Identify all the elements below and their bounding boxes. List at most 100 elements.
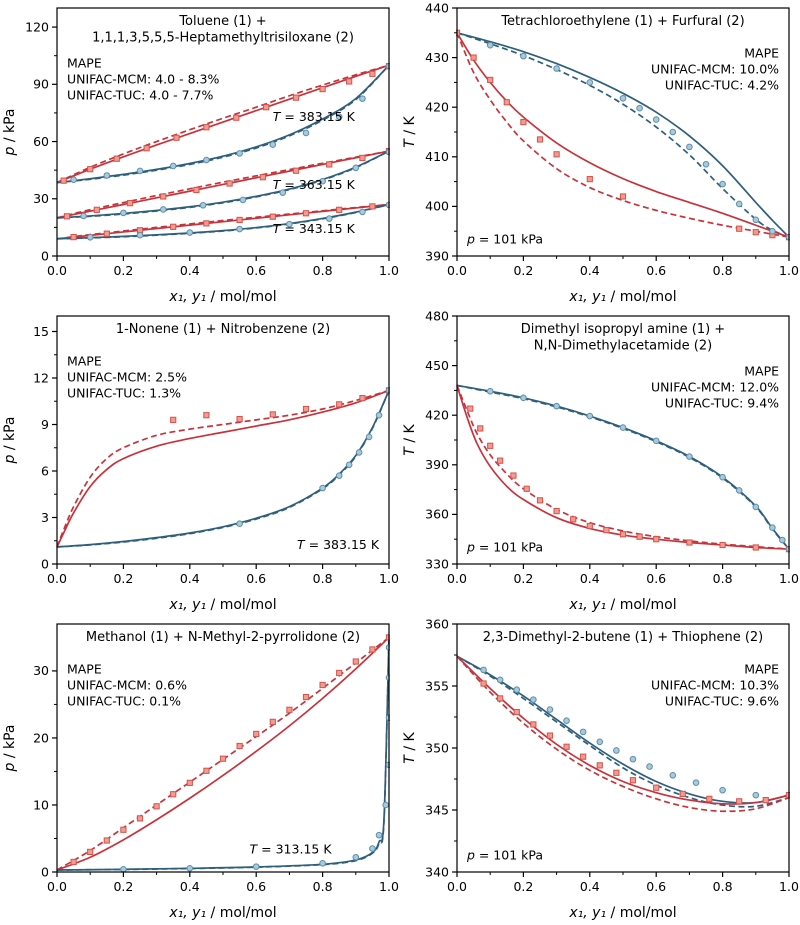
annotation-text: UNIFAC-MCM: 4.0 - 8.3% bbox=[67, 72, 219, 87]
y-tick-label: 12 bbox=[33, 370, 49, 385]
chart-panel-tetrachloroethylene-furfural: 0.0 0.2 0.4 0.6 0.8 1.0 390 400 410 420 430 440 x₁, … bbox=[400, 0, 800, 308]
y-tick-label: 345 bbox=[425, 802, 449, 817]
y-axis-label: T / K bbox=[402, 732, 418, 764]
y-tick-label: 330 bbox=[425, 556, 449, 571]
y-axis-label: p / kPa bbox=[2, 724, 18, 772]
chart-canvas: 0.0 0.2 0.4 0.6 0.8 1.0 340 345 350 355 360 x₁, y₁ … bbox=[402, 616, 799, 921]
axis-ticks: 0.0 0.2 0.4 0.6 0.8 1.0 0 3 6 9 12 15 bbox=[33, 324, 399, 586]
y-tick-label: 10 bbox=[33, 797, 49, 812]
chart-panel-dmipa-dma: 0.0 0.2 0.4 0.6 0.8 1.0 330 360 390 420 450 480 x₁, … bbox=[400, 308, 800, 616]
annotation-text: UNIFAC-MCM: 2.5% bbox=[67, 370, 187, 385]
annotation-text: UNIFAC-MCM: 10.0% bbox=[651, 62, 779, 77]
x-tick-label: 0.2 bbox=[513, 263, 533, 278]
axis-ticks: 0.0 0.2 0.4 0.6 0.8 1.0 0 10 20 30 bbox=[33, 663, 399, 894]
series-line-tuc-bubble bbox=[56, 636, 390, 871]
x-tick-label: 0.6 bbox=[646, 263, 666, 278]
x-tick-label: 0.2 bbox=[513, 879, 533, 894]
annotation-text: T = 363.15 K bbox=[273, 177, 356, 192]
series-line-mcm-bubble bbox=[56, 389, 390, 548]
annotation-text: p = 101 kPa bbox=[466, 540, 543, 555]
annotation-text: T = 383.15 K bbox=[273, 109, 356, 124]
x-tick-label: 0.8 bbox=[713, 571, 733, 586]
chart-panel-toluene-hmts: 0.0 0.2 0.4 0.6 0.8 1.0 0 30 60 90 120 x₁, y₁ / mol… bbox=[0, 0, 400, 308]
y-tick-label: 390 bbox=[425, 248, 449, 263]
x-tick-label: 1.0 bbox=[779, 263, 799, 278]
y-tick-label: 6 bbox=[41, 463, 49, 478]
x-tick-label: 0.4 bbox=[180, 571, 200, 586]
series-line-tuc-dew bbox=[56, 390, 390, 548]
plot-area bbox=[456, 655, 790, 813]
annotation-text: UNIFAC-MCM: 12.0% bbox=[651, 380, 779, 395]
annotation-text: UNIFAC-TUC: 0.1% bbox=[67, 694, 181, 709]
annotation-text: MAPE bbox=[744, 46, 779, 61]
series-line-mcm-dew bbox=[456, 655, 790, 808]
axis-ticks: 0.0 0.2 0.4 0.6 0.8 1.0 0 30 60 90 120 bbox=[25, 19, 399, 278]
chart-canvas: 0.0 0.2 0.4 0.6 0.8 1.0 0 3 6 9 12 15 x₁, y₁ / mol/m… bbox=[2, 315, 399, 613]
y-tick-label: 340 bbox=[425, 864, 449, 879]
chart-title: 1-Nonene (1) + Nitrobenzene (2) bbox=[116, 322, 330, 337]
x-tick-label: 0.6 bbox=[246, 879, 266, 894]
series-line-tuc-dew bbox=[56, 637, 390, 871]
x-tick-label: 0.0 bbox=[47, 571, 67, 586]
annotation-text: UNIFAC-TUC: 9.4% bbox=[665, 396, 779, 411]
x-tick-label: 0.6 bbox=[646, 571, 666, 586]
x-tick-label: 0.8 bbox=[313, 879, 333, 894]
series-line-tuc-dew bbox=[456, 31, 790, 238]
y-tick-label: 440 bbox=[425, 0, 449, 15]
chart-canvas: 0.0 0.2 0.4 0.6 0.8 1.0 330 360 390 420 450 480 x₁, … bbox=[402, 308, 799, 613]
x-tick-label: 0.0 bbox=[447, 263, 467, 278]
y-tick-label: 0 bbox=[41, 864, 49, 879]
x-tick-label: 0.0 bbox=[447, 571, 467, 586]
y-tick-label: 355 bbox=[425, 678, 449, 693]
y-axis-label: p / kPa bbox=[2, 416, 18, 464]
chart-title: N,N-Dimethylacetamide (2) bbox=[534, 339, 712, 354]
series-points-exp-dew bbox=[486, 41, 790, 241]
y-tick-label: 450 bbox=[425, 358, 449, 373]
x-tick-label: 0.6 bbox=[246, 263, 266, 278]
annotation-text: UNIFAC-TUC: 9.6% bbox=[665, 694, 779, 709]
x-tick-label: 0.4 bbox=[180, 263, 200, 278]
chart-title: 2,3-Dimethyl-2-butene (1) + Thiophene (2… bbox=[483, 630, 764, 645]
series-points-exp-dew-383K bbox=[70, 62, 390, 183]
y-tick-label: 360 bbox=[425, 616, 449, 631]
chart-title: Toluene (1) + bbox=[178, 14, 266, 29]
y-axis-label: T / K bbox=[402, 116, 418, 148]
plot-frame bbox=[456, 623, 790, 873]
annotation-text: MAPE bbox=[67, 56, 102, 71]
annotation-text: T = 313.15 K bbox=[250, 841, 333, 856]
axis-ticks: 0.0 0.2 0.4 0.6 0.8 1.0 390 400 410 420 430 440 bbox=[425, 0, 799, 278]
x-tick-label: 0.6 bbox=[646, 879, 666, 894]
x-tick-label: 1.0 bbox=[379, 571, 399, 586]
chart-canvas: 0.0 0.2 0.4 0.6 0.8 1.0 390 400 410 420 430 440 x₁, … bbox=[402, 0, 799, 305]
series-line-tuc-bubble-343K bbox=[56, 203, 390, 240]
x-axis-label: x₁, y₁ / mol/mol bbox=[168, 905, 276, 921]
y-tick-label: 420 bbox=[425, 100, 449, 115]
y-tick-label: 360 bbox=[425, 507, 449, 522]
x-axis-label: x₁, y₁ / mol/mol bbox=[168, 289, 276, 305]
y-tick-label: 30 bbox=[33, 191, 49, 206]
series-line-tuc-dew-383K bbox=[56, 64, 390, 184]
annotation-text: MAPE bbox=[744, 364, 779, 379]
x-tick-label: 0.0 bbox=[47, 879, 67, 894]
x-tick-label: 0.2 bbox=[113, 879, 133, 894]
x-tick-label: 0.4 bbox=[580, 571, 600, 586]
y-tick-label: 0 bbox=[41, 556, 49, 571]
chart-title: 1,1,1,3,5,5,5-Heptamethyltrisiloxane (2) bbox=[92, 31, 354, 46]
y-tick-label: 90 bbox=[33, 77, 49, 92]
series-line-mcm-bubble bbox=[456, 32, 790, 238]
series-points-exp-dew-363K bbox=[80, 148, 390, 220]
series-line-tuc-bubble bbox=[56, 389, 390, 548]
chart-title: Tetrachloroethylene (1) + Furfural (2) bbox=[500, 14, 744, 29]
x-tick-label: 1.0 bbox=[779, 879, 799, 894]
y-tick-label: 20 bbox=[33, 730, 49, 745]
x-tick-label: 0.2 bbox=[113, 571, 133, 586]
x-tick-label: 0.8 bbox=[713, 879, 733, 894]
y-tick-label: 3 bbox=[41, 510, 49, 525]
series-line-tuc-dew-363K bbox=[56, 150, 390, 219]
x-tick-label: 0.0 bbox=[47, 263, 67, 278]
series-line-tuc-dew-343K bbox=[56, 203, 390, 240]
y-tick-label: 0 bbox=[41, 248, 49, 263]
x-axis-label: x₁, y₁ / mol/mol bbox=[168, 597, 276, 613]
x-tick-label: 1.0 bbox=[779, 571, 799, 586]
annotation-text: p = 101 kPa bbox=[466, 848, 543, 863]
